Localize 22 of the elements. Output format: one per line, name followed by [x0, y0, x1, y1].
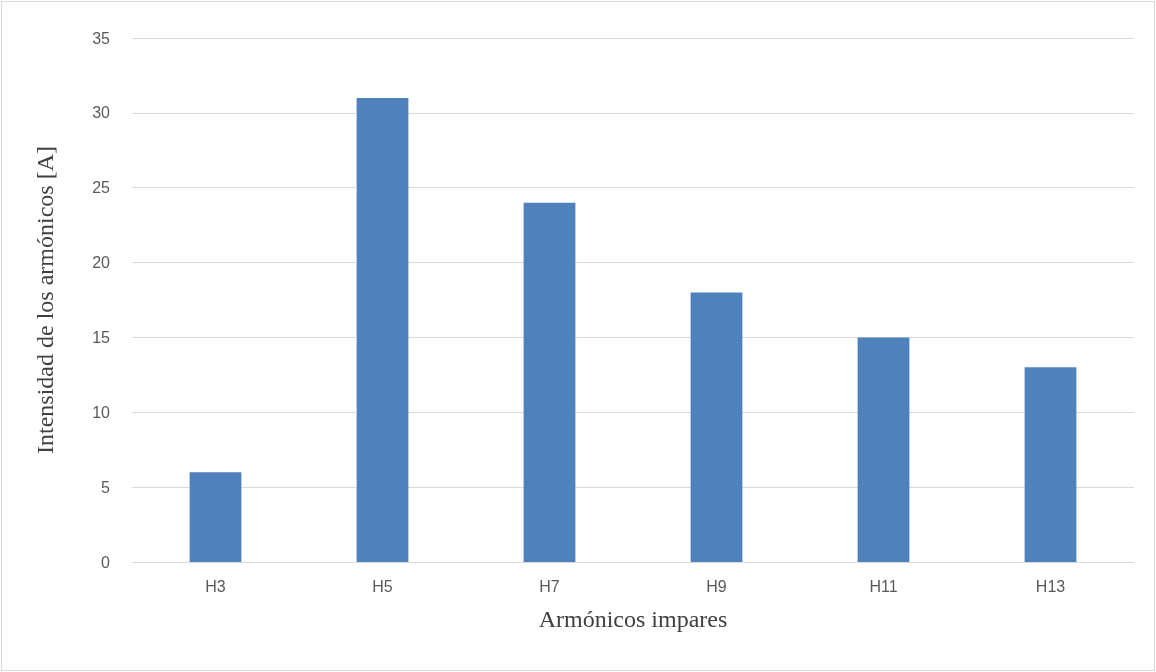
- bar: [523, 202, 576, 562]
- x-tick-label: H7: [539, 577, 560, 595]
- x-tick-label: H13: [1035, 577, 1066, 595]
- x-tick-label: H5: [372, 577, 393, 595]
- bar: [356, 97, 409, 562]
- y-tick-label: 35: [92, 29, 111, 47]
- y-tick-label: 30: [92, 104, 111, 122]
- y-tick-label: 20: [92, 254, 111, 272]
- x-axis-title: Armónicos impares: [538, 606, 728, 632]
- bar: [1024, 367, 1077, 562]
- bar: [189, 472, 242, 562]
- bar: [857, 337, 910, 562]
- y-tick-label: 0: [101, 553, 111, 571]
- y-tick-label: 10: [92, 403, 111, 421]
- y-tick-label: 15: [92, 328, 111, 346]
- y-tick-label: 25: [92, 179, 111, 197]
- y-tick-label: 5: [101, 478, 111, 496]
- x-tick-label: H11: [869, 577, 898, 595]
- bar: [690, 292, 743, 562]
- x-tick-label: H3: [205, 577, 226, 595]
- y-axis-title: Intensidad de los armónicos [A]: [32, 146, 58, 454]
- x-tick-label: H9: [706, 577, 727, 595]
